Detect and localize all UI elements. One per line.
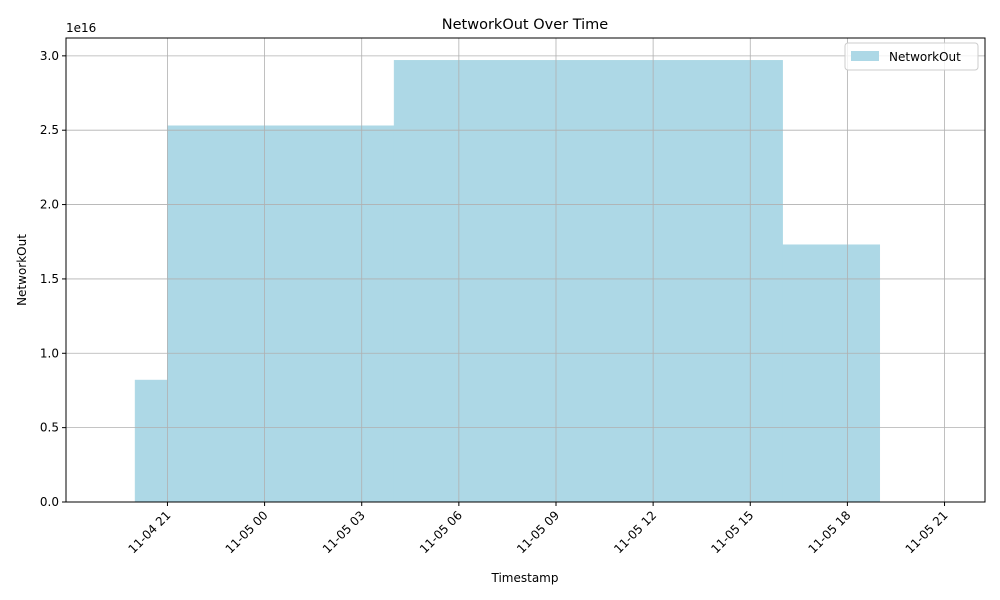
y-tick-label-6: 3.0 bbox=[40, 49, 59, 63]
y-tick-label-3: 1.5 bbox=[40, 272, 59, 286]
y-axis-title: NetworkOut bbox=[15, 234, 29, 306]
legend-frame bbox=[844, 42, 979, 71]
area-step-0-3 bbox=[782, 244, 881, 503]
y-tick-label-4: 2.0 bbox=[40, 198, 59, 212]
y-ticks: 0.0 0.5 1.0 1.5 2.0 2.5 3.0 bbox=[40, 49, 66, 509]
x-axis-title: Timestamp bbox=[491, 571, 559, 585]
x-tick-label-6: 11-05 15 bbox=[708, 508, 756, 556]
axes bbox=[65, 37, 986, 503]
area-step-0-1 bbox=[167, 125, 395, 503]
y-tick-label-5: 2.5 bbox=[40, 123, 59, 137]
x-tick-label-0: 11-04 21 bbox=[126, 508, 174, 556]
x-tick-label-7: 11-05 18 bbox=[805, 508, 853, 556]
chart-title: NetworkOut Over Time bbox=[442, 17, 608, 33]
area-step-0-2 bbox=[393, 60, 783, 503]
x-tick-label-4: 11-05 09 bbox=[514, 508, 562, 556]
y-tick-label-2: 1.0 bbox=[40, 346, 59, 360]
plot-frame bbox=[65, 37, 986, 503]
y-tick-label-0: 0.0 bbox=[40, 495, 59, 509]
area-step-0-0 bbox=[134, 379, 168, 503]
legend-swatch bbox=[851, 51, 879, 61]
y-tick-label-1: 0.5 bbox=[40, 421, 59, 435]
x-tick-label-8: 11-05 21 bbox=[903, 508, 951, 556]
legend: NetworkOut bbox=[844, 42, 979, 71]
x-tick-label-2: 11-05 03 bbox=[320, 508, 368, 556]
legend-label: NetworkOut bbox=[889, 50, 961, 64]
x-ticks: 11-04 21 11-05 00 11-05 03 11-05 06 11-05 09… bbox=[126, 502, 951, 556]
x-tick-label-5: 11-05 12 bbox=[611, 508, 659, 556]
area-series bbox=[134, 60, 881, 503]
x-tick-label-1: 11-05 00 bbox=[223, 508, 271, 556]
y-offset-label: 1e16 bbox=[66, 21, 96, 35]
x-tick-label-3: 11-05 06 bbox=[417, 508, 465, 556]
